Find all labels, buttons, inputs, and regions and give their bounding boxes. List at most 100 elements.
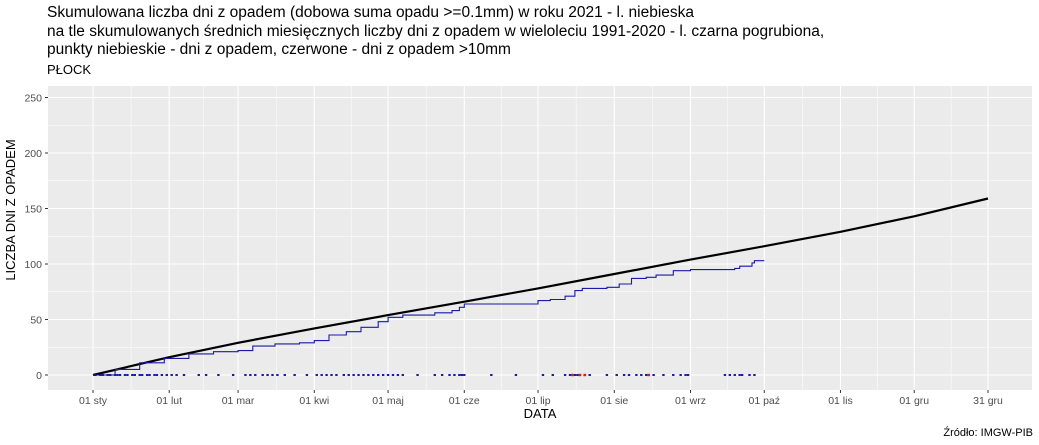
rain-day-point [153,374,156,376]
rain-day-point [568,374,572,376]
rain-day-point [738,374,741,376]
rain-day-point [116,374,119,376]
rain-day-point [261,374,264,376]
rain-day-point [686,374,690,376]
heavy-rain-day-point [583,373,587,377]
y-tick-label: 100 [24,259,42,271]
rain-day-point [458,374,461,376]
rain-day-point [342,374,345,376]
rain-day-point [576,374,579,376]
minor-gridlines [48,86,1032,390]
x-tick-label: 01 mar [222,395,255,407]
x-tick-label: 01 sty [79,395,108,407]
rain-day-point [541,374,545,376]
rain-day-point [514,374,518,376]
rain-day-point [155,374,159,376]
rain-day-point [138,374,141,376]
rain-day-point [463,374,466,376]
rain-day-point [330,374,333,376]
x-tick-label: 01 cze [449,395,480,407]
chart-title-line-1: Skumulowana liczba dni z opadem (dobowa … [47,4,695,21]
rain-day-point [352,374,355,376]
rain-day-point [679,374,682,376]
rain-day-point [305,374,309,376]
rain-day-point [672,374,675,376]
rain-day-point [622,374,626,376]
x-tick-label: 31 gru [973,395,1003,407]
x-tick-label: 01 gru [899,395,929,407]
rain-day-point [605,374,609,376]
rain-day-point [753,374,756,376]
rain-day-point [635,374,638,376]
y-axis-label: LICZBA DNI Z OPADEM [3,139,18,281]
rain-day-point [276,374,279,376]
rain-day-point [320,374,323,376]
rain-day-point [662,374,665,376]
plot-panel [48,86,1032,390]
rain-day-point [293,374,296,376]
rain-day-point [372,374,375,376]
major-gridlines [48,86,1032,390]
rain-day-point [217,374,220,376]
rain-day-point [325,374,328,376]
x-tick-label: 01 paź [748,395,780,407]
rain-day-point [627,374,631,376]
rain-day-point [588,374,591,376]
rain-day-point [160,374,164,376]
rain-day-point [733,374,736,376]
rain-day-point [490,374,493,376]
rain-day-point [118,374,122,376]
rain-day-point [401,374,405,376]
y-axis-ticks: 0 50 100 150 200 250 [24,93,48,382]
heavy-rain-day-point [578,373,582,377]
rain-day-point [254,374,257,376]
rain-day-point [563,374,567,376]
x-tick-label: 01 lip [525,395,550,407]
rain-day-point [573,374,577,376]
rain-day-point [283,374,286,376]
heavy-rain-day-point [647,373,651,377]
y-tick-label: 150 [24,204,42,216]
x-axis-label: DATA [524,406,557,421]
rain-day-point [381,374,385,376]
rain-day-point [266,374,269,376]
rain-day-point [684,374,687,376]
rain-day-point [148,374,151,376]
x-tick-label: 01 maj [372,395,404,407]
rain-day-point [131,374,134,376]
rain-day-point [377,374,380,376]
chart-subtitle-station: PŁOCK [47,61,92,77]
y-tick-label: 200 [24,148,42,160]
rain-day-points [94,373,756,377]
chart-title-block: Skumulowana liczba dni z opadem (dobowa … [47,4,824,78]
rain-day-point [748,374,751,376]
rain-day-point [391,374,395,376]
rain-day-point [170,374,173,376]
rain-day-point [335,374,338,376]
x-axis-ticks: 01 sty 01 lut 01 mar 01 kwi 01 maj 01 cze 01 l… [79,390,1003,407]
rain-day-point [133,374,136,376]
rain-day-point [640,374,643,376]
rain-day-point [357,374,360,376]
rain-day-point [197,374,200,376]
rain-day-point [165,374,168,376]
rain-day-point [433,374,436,376]
chart-title-line-3: punkty niebieskie - dni z opadem, czerwo… [47,41,511,58]
heavy-rain-day-point [571,373,574,377]
rain-day-point [645,374,648,376]
rain-day-point [740,374,744,376]
rain-day-point [315,374,318,376]
rain-day-point [416,374,419,376]
x-tick-label: 01 sie [600,395,628,407]
rain-day-point [271,374,274,376]
series-lines [92,197,989,377]
rain-day-point [204,374,208,376]
rain-day-point [448,374,451,376]
rain-day-point [145,374,149,376]
rain-day-point [249,374,252,376]
rain-day-point [453,374,456,376]
rain-day-point [347,374,350,376]
rain-day-point [728,374,732,376]
y-tick-label: 0 [36,370,42,382]
